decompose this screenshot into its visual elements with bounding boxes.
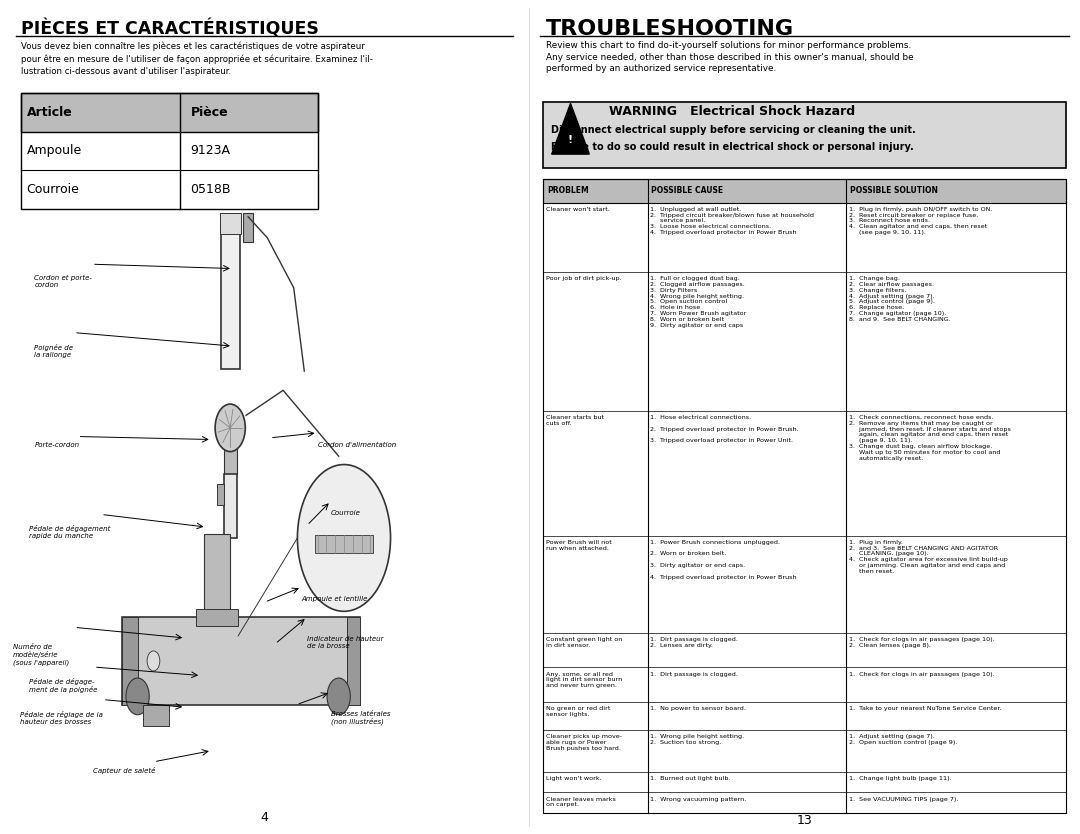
Text: Indicateur de hauteur
de la brosse: Indicateur de hauteur de la brosse	[307, 636, 383, 649]
Text: POSSIBLE SOLUTION: POSSIBLE SOLUTION	[850, 187, 937, 195]
Text: !: !	[568, 135, 573, 145]
Text: Review this chart to find do-it-yourself solutions for minor performance problem: Review this chart to find do-it-yourself…	[545, 41, 914, 73]
Text: Any, some, or all red
light in dirt sensor burn
and never turn green.: Any, some, or all red light in dirt sens…	[545, 671, 622, 688]
Circle shape	[215, 404, 245, 452]
Text: Courroie: Courroie	[330, 510, 361, 516]
Bar	[315, 535, 373, 553]
Text: Pédale de dégage-
ment de la poignée: Pédale de dégage- ment de la poignée	[29, 678, 97, 693]
Text: Courroie: Courroie	[27, 183, 79, 196]
Bar	[219, 213, 241, 234]
Bar	[543, 102, 1066, 168]
Text: Cleaner starts but
cuts off.: Cleaner starts but cuts off.	[545, 415, 604, 425]
Bar	[220, 221, 240, 369]
Text: 1.  Power Brush connections unplugged.

2.  Worn or broken belt.

3.  Dirty agit: 1. Power Brush connections unplugged. 2.…	[650, 540, 797, 580]
Text: Ampoule et lentille: Ampoule et lentille	[301, 596, 368, 602]
Text: Article: Article	[27, 106, 72, 119]
Bar	[543, 179, 1066, 203]
Text: POSSIBLE CAUSE: POSSIBLE CAUSE	[651, 187, 724, 195]
Bar	[22, 93, 318, 208]
Text: 1.  Take to your nearest NuTone Service Center.: 1. Take to your nearest NuTone Service C…	[849, 706, 1001, 711]
Circle shape	[297, 465, 391, 611]
Text: Cordon et porte-
cordon: Cordon et porte- cordon	[35, 275, 92, 289]
Text: Disconnect electrical supply before servicing or cleaning the unit.: Disconnect electrical supply before serv…	[551, 125, 916, 135]
Bar	[22, 93, 318, 132]
Text: No green or red dirt
sensor lights.: No green or red dirt sensor lights.	[545, 706, 610, 717]
Text: Cleaner picks up move-
able rugs or Power
Brush pushes too hard.: Cleaner picks up move- able rugs or Powe…	[545, 734, 622, 751]
Text: 1.  Dirt passage is clogged.
2.  Lenses are dirty.: 1. Dirt passage is clogged. 2. Lenses ar…	[650, 637, 739, 648]
Text: 9123A: 9123A	[190, 144, 230, 158]
Bar	[122, 617, 360, 705]
Text: Failure to do so could result in electrical shock or personal injury.: Failure to do so could result in electri…	[551, 142, 914, 152]
Text: Pédale de dégagement
rapide du manche: Pédale de dégagement rapide du manche	[29, 525, 110, 540]
Text: 1.  Adjust setting (page 7).
2.  Open suction control (page 9).: 1. Adjust setting (page 7). 2. Open suct…	[849, 734, 957, 745]
Bar	[195, 609, 239, 626]
Circle shape	[126, 678, 149, 715]
Bar	[143, 705, 170, 726]
Text: Porte-cordon: Porte-cordon	[35, 442, 80, 448]
Polygon shape	[552, 103, 590, 154]
Text: Constant green light on
in dirt sensor.: Constant green light on in dirt sensor.	[545, 637, 622, 648]
Bar	[217, 484, 224, 505]
Text: 1.  Plug in firmly.
2.  and 3.  See BELT CHANGING AND AGITATOR
     CLEANING, (p: 1. Plug in firmly. 2. and 3. See BELT CH…	[849, 540, 1008, 574]
Text: WARNING   Electrical Shock Hazard: WARNING Electrical Shock Hazard	[609, 105, 855, 118]
Text: 1.  Hose electrical connections.

2.  Tripped overload protector in Power Brush.: 1. Hose electrical connections. 2. Tripp…	[650, 415, 799, 443]
Text: Poor job of dirt pick-up.: Poor job of dirt pick-up.	[545, 276, 621, 281]
Text: 1.  No power to sensor board.: 1. No power to sensor board.	[650, 706, 746, 711]
Text: Cleaner won't start.: Cleaner won't start.	[545, 207, 609, 212]
Text: 1.  Check for clogs in air passages (page 10).: 1. Check for clogs in air passages (page…	[849, 671, 995, 676]
Text: Ampoule: Ampoule	[27, 144, 82, 158]
Bar	[224, 474, 237, 538]
Text: 1.  Burned out light bulb.: 1. Burned out light bulb.	[650, 776, 731, 781]
Text: 1.  Plug in firmly, push ON/OFF switch to ON.
2.  Reset circuit breaker or repla: 1. Plug in firmly, push ON/OFF switch to…	[849, 207, 993, 235]
Text: Cordon d'alimentation: Cordon d'alimentation	[318, 442, 395, 448]
Bar	[224, 424, 237, 474]
Text: Pédale de réglage de la
hauteur des brosses: Pédale de réglage de la hauteur des bros…	[21, 711, 103, 725]
Bar	[347, 617, 360, 705]
Text: PIÈCES ET CARACTÉRISTIQUES: PIÈCES ET CARACTÉRISTIQUES	[22, 19, 319, 38]
Text: 1.  Change bag.
2.  Clear airflow passages.
3.  Change filters.
4.  Adjust setti: 1. Change bag. 2. Clear airflow passages…	[849, 276, 950, 322]
Text: Vous devez bien connaître les pièces et les caractéristiques de votre aspirateur: Vous devez bien connaître les pièces et …	[22, 42, 373, 76]
Circle shape	[147, 651, 160, 671]
Text: 1.  Unplugged at wall outlet.
2.  Tripped circuit breaker/blown fuse at househol: 1. Unplugged at wall outlet. 2. Tripped …	[650, 207, 814, 235]
Text: 1.  Change light bulb (page 11).: 1. Change light bulb (page 11).	[849, 776, 951, 781]
Text: Brosses latérales
(non illustrées): Brosses latérales (non illustrées)	[330, 711, 390, 726]
Text: 1.  Wrong pile height setting.
2.  Suction too strong.: 1. Wrong pile height setting. 2. Suction…	[650, 734, 744, 745]
Text: 1.  Full or clogged dust bag.
2.  Clogged airflow passages.
3.  Dirty Filters
4.: 1. Full or clogged dust bag. 2. Clogged …	[650, 276, 746, 328]
Text: Power Brush will not
run when attached.: Power Brush will not run when attached.	[545, 540, 611, 550]
Text: Light won't work.: Light won't work.	[545, 776, 602, 781]
Text: PROBLEM: PROBLEM	[546, 187, 589, 195]
Text: 0518B: 0518B	[190, 183, 231, 196]
Text: Numéro de
modèle/série
(sous l'appareil): Numéro de modèle/série (sous l'appareil)	[13, 644, 69, 666]
Text: Pièce: Pièce	[190, 106, 228, 119]
Text: 4: 4	[260, 811, 269, 824]
Text: Cleaner leaves marks
on carpet.: Cleaner leaves marks on carpet.	[545, 796, 616, 807]
Bar	[243, 213, 253, 242]
Bar	[543, 179, 1066, 813]
Text: 1.  Check connections, reconnect hose ends.
2.  Remove any items that may be cau: 1. Check connections, reconnect hose end…	[849, 415, 1011, 460]
Text: 1.  Dirt passage is clogged.: 1. Dirt passage is clogged.	[650, 671, 739, 676]
Text: 13: 13	[797, 814, 812, 827]
Text: TROUBLESHOOTING: TROUBLESHOOTING	[545, 19, 794, 39]
Text: Poignée de
la rallonge: Poignée de la rallonge	[35, 344, 73, 358]
Bar	[204, 534, 230, 621]
Text: 1.  See VACUUMING TIPS (page 7).: 1. See VACUUMING TIPS (page 7).	[849, 796, 958, 801]
Bar	[122, 617, 137, 705]
Text: 1.  Wrong vacuuming pattern.: 1. Wrong vacuuming pattern.	[650, 796, 746, 801]
Text: Capteur de saleté: Capteur de saleté	[93, 767, 156, 774]
Circle shape	[327, 678, 350, 715]
Text: 1.  Check for clogs in air passages (page 10).
2.  Clean lenses (page 8).: 1. Check for clogs in air passages (page…	[849, 637, 995, 648]
